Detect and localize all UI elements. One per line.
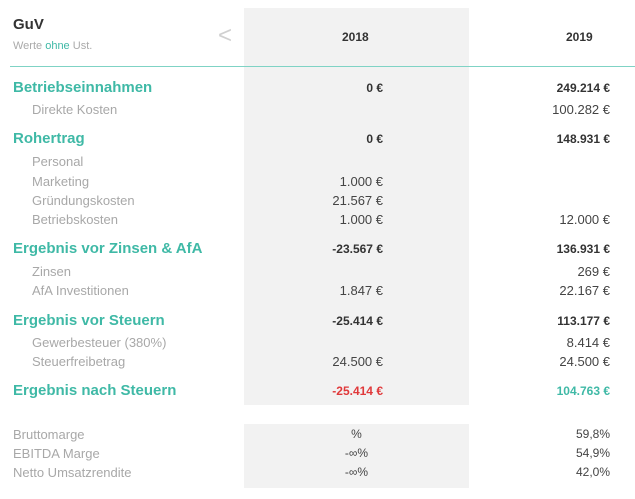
row-label: Marketing: [32, 174, 90, 189]
value-2019: 8.414 €: [566, 335, 610, 350]
value-2018: -25.414 €: [332, 384, 383, 398]
value-2018: 21.567 €: [332, 193, 383, 208]
value-2018: 24.500 €: [332, 354, 383, 369]
row-label: Betriebseinnahmen: [13, 79, 153, 96]
row-label: Rohertrag: [13, 130, 85, 147]
row-label: Gründungskosten: [32, 193, 135, 208]
row-label: Ergebnis vor Zinsen & AfA: [13, 240, 203, 257]
row-label: Ergebnis nach Steuern: [13, 382, 177, 399]
page-subtitle: Werte ohne Ust.: [13, 40, 92, 52]
row-label: Betriebskosten: [32, 212, 118, 227]
kpi-label: Bruttomarge: [13, 427, 85, 442]
subtitle-accent: ohne: [45, 40, 70, 52]
year-2018-column-shade: [244, 8, 469, 405]
value-2019: 136.931 €: [556, 242, 610, 256]
value-2019: 100.282 €: [552, 102, 610, 117]
kpi-value-2019: 54,9%: [575, 446, 610, 460]
value-2018: 1.000 €: [339, 174, 383, 189]
row-label: Direkte Kosten: [32, 102, 118, 117]
row-label: Gewerbesteuer (380%): [32, 335, 167, 350]
year-2018-kpi-shade: [244, 424, 469, 488]
page-title: GuV: [13, 16, 44, 33]
value-2019: 24.500 €: [559, 354, 610, 369]
header-divider: [10, 66, 635, 67]
value-2018: 0 €: [366, 132, 383, 146]
kpi-value-2018: -∞%: [344, 446, 369, 460]
value-2018: -25.414 €: [332, 314, 383, 328]
value-2019: 104.763 €: [556, 384, 610, 398]
value-2018: 0 €: [366, 81, 383, 95]
subtitle-suffix: Ust.: [69, 40, 93, 52]
year-header-2018: 2018: [342, 30, 369, 44]
kpi-label: Netto Umsatzrendite: [13, 465, 132, 480]
value-2018: -23.567 €: [332, 242, 383, 256]
value-2019: 249.214 €: [556, 81, 610, 95]
kpi-value-2018: -∞%: [344, 465, 369, 479]
value-2019: 269 €: [577, 264, 610, 279]
row-label: Ergebnis vor Steuern: [13, 312, 165, 329]
value-2019: 12.000 €: [559, 212, 610, 227]
year-header-2019: 2019: [566, 30, 593, 44]
row-label: AfA Investitionen: [32, 283, 129, 298]
value-2019: 148.931 €: [556, 132, 610, 146]
kpi-value-2019: 42,0%: [575, 465, 610, 479]
kpi-value-2019: 59,8%: [575, 427, 610, 441]
row-label: Steuerfreibetrag: [32, 354, 126, 369]
chevron-left-icon[interactable]: <: [218, 22, 233, 49]
value-2018: 1.847 €: [339, 283, 383, 298]
kpi-value-2018: %: [351, 427, 362, 441]
value-2018: 1.000 €: [339, 212, 383, 227]
value-2019: 113.177 €: [557, 314, 610, 328]
subtitle-prefix: Werte: [13, 40, 46, 52]
value-2019: 22.167 €: [559, 283, 610, 298]
row-label: Personal: [32, 154, 84, 169]
row-label: Zinsen: [32, 264, 72, 279]
kpi-label: EBITDA Marge: [13, 446, 100, 461]
